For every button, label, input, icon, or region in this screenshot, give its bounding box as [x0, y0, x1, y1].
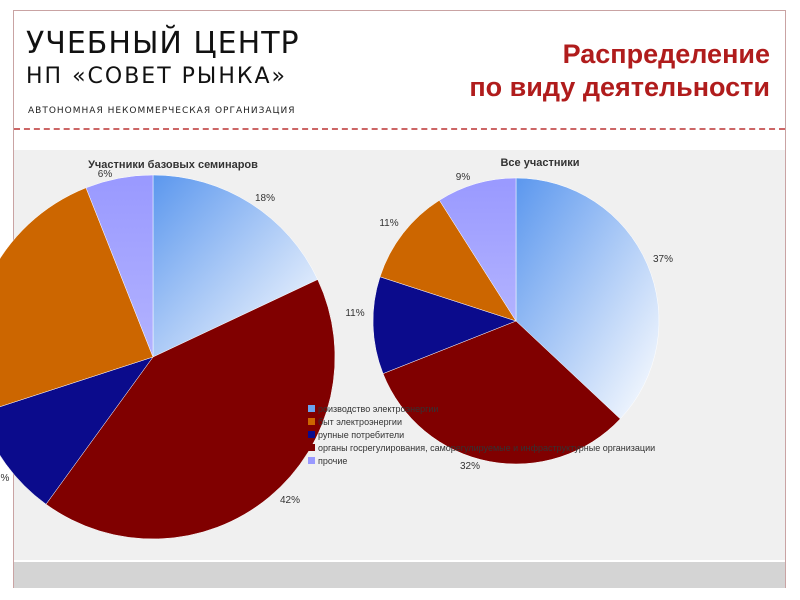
- chart2-label-consumers: 11%: [345, 308, 364, 319]
- legend-swatch-production: [308, 405, 315, 412]
- chart2-slice-production: [515, 177, 660, 420]
- org-tagline: АВТОНОМНАЯ НЕКОММЕРЧЕСКАЯ ОРГАНИЗАЦИЯ: [28, 106, 296, 116]
- chart1-slice-sales: [0, 187, 154, 407]
- slide-title-line2: по виду деятельности: [469, 72, 770, 102]
- org-title: УЧЕБНЫЙ ЦЕНТР: [26, 26, 300, 61]
- legend-swatch-other: [308, 457, 315, 464]
- legend-label-sales: быт электроэнергии: [318, 417, 402, 427]
- slide-title: Распределение по виду деятельности: [310, 38, 770, 104]
- legend-label-consumers: рупные потребители: [318, 430, 404, 440]
- chart1-slice-consumers: [0, 356, 154, 505]
- chart1-title: Участники базовых семинаров: [88, 159, 258, 171]
- chart2-slice-organizations: [382, 320, 621, 465]
- legend-label-production: роизводство электроэнергии: [318, 404, 438, 414]
- legend-swatch-sales: [308, 418, 315, 425]
- chart2-label-other: 9%: [456, 172, 471, 183]
- legend-swatch-organizations: [308, 444, 315, 451]
- chart2-slice-consumers: [372, 276, 517, 374]
- chart1-label-other: 6%: [98, 169, 113, 180]
- chart1-slices: [0, 174, 336, 540]
- chart2-title: Все участники: [500, 157, 579, 169]
- legend-label-other: прочие: [318, 456, 347, 466]
- slide-title-line1: Распределение: [562, 39, 770, 69]
- chart2-label-production: 37%: [653, 254, 673, 265]
- org-subtitle: НП «СОВЕТ РЫНКА»: [26, 64, 287, 89]
- legend: роизводство электроэнергии быт электроэн…: [308, 404, 655, 466]
- chart1-label-organizations: 42%: [280, 495, 300, 506]
- chart1-label-production: 18%: [255, 193, 275, 204]
- chart2-label-organizations: 32%: [460, 461, 480, 472]
- legend-label-organizations: органы госрегулирования, саморегулируемы…: [318, 443, 655, 453]
- chart2-slice-other: [439, 177, 517, 322]
- chart2-slices: [372, 177, 660, 465]
- chart1-slice-production: [152, 174, 319, 358]
- header-divider: [14, 128, 785, 130]
- chart2-label-sales: 11%: [379, 218, 398, 229]
- chart1-slice-other: [85, 174, 154, 358]
- chart2-slice-sales: [379, 199, 517, 322]
- bottom-bar: [14, 562, 785, 588]
- chart1-slice-organizations: [45, 279, 336, 540]
- chart1-label-consumers: %: [1, 473, 10, 484]
- legend-swatch-consumers: [308, 431, 315, 438]
